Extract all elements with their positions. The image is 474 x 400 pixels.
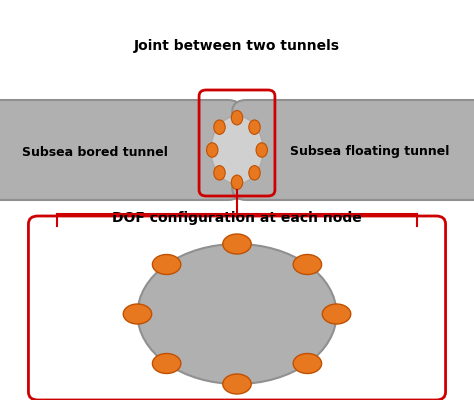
Ellipse shape: [231, 175, 243, 190]
Ellipse shape: [153, 354, 181, 374]
Ellipse shape: [249, 166, 260, 180]
Ellipse shape: [223, 374, 251, 394]
Ellipse shape: [293, 354, 321, 374]
Text: Subsea floating tunnel: Subsea floating tunnel: [290, 146, 449, 158]
FancyBboxPatch shape: [232, 100, 474, 200]
FancyBboxPatch shape: [28, 216, 446, 400]
Text: Joint between two tunnels: Joint between two tunnels: [134, 39, 340, 53]
Ellipse shape: [293, 254, 321, 274]
Ellipse shape: [322, 304, 351, 324]
Ellipse shape: [223, 234, 251, 254]
Ellipse shape: [214, 166, 225, 180]
Ellipse shape: [214, 120, 225, 134]
Ellipse shape: [207, 143, 218, 157]
Ellipse shape: [137, 244, 337, 384]
Text: Subsea bored tunnel: Subsea bored tunnel: [22, 146, 168, 158]
Ellipse shape: [249, 120, 260, 134]
Ellipse shape: [211, 116, 263, 184]
Ellipse shape: [231, 110, 243, 125]
Ellipse shape: [256, 143, 267, 157]
Ellipse shape: [153, 254, 181, 274]
Ellipse shape: [123, 304, 152, 324]
FancyBboxPatch shape: [0, 100, 242, 200]
Text: DOF configuration at each node: DOF configuration at each node: [112, 211, 362, 225]
